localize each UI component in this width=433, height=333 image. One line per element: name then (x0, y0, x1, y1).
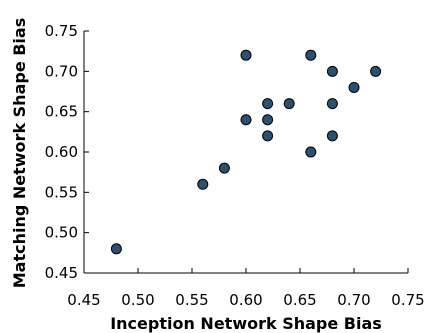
x-axis-title: Inception Network Shape Bias (110, 314, 382, 333)
data-point (326, 65, 338, 77)
x-tick-label: 0.45 (67, 291, 100, 309)
data-point (262, 98, 274, 110)
data-point (240, 114, 252, 126)
data-point (240, 49, 252, 61)
x-tick-label: 0.65 (283, 291, 316, 309)
x-tick-label: 0.60 (229, 291, 262, 309)
data-point (305, 49, 317, 61)
data-point (262, 114, 274, 126)
data-point (283, 98, 295, 110)
data-point (218, 162, 230, 174)
y-axis-title: Matching Network Shape Bias (10, 18, 29, 289)
x-ticks: 0.45 0.50 0.55 0.60 0.65 0.70 0.75 (67, 268, 425, 309)
x-tick-label: 0.75 (391, 291, 424, 309)
data-point (110, 243, 122, 255)
y-tick-label: 0.60 (45, 143, 78, 161)
data-point (305, 146, 317, 158)
y-tick-label: 0.75 (45, 22, 78, 40)
y-tick-label: 0.65 (45, 103, 78, 121)
y-tick-label: 0.70 (45, 62, 78, 80)
data-point (370, 65, 382, 77)
axes (83, 31, 408, 274)
data-point (326, 98, 338, 110)
data-point (348, 81, 360, 93)
y-ticks: 0.45 0.50 0.55 0.60 0.65 0.70 0.75 (45, 22, 89, 282)
x-tick-label: 0.55 (175, 291, 208, 309)
y-tick-label: 0.45 (45, 264, 78, 282)
data-point (262, 130, 274, 142)
data-point (197, 178, 209, 190)
y-tick-label: 0.55 (45, 183, 78, 201)
y-tick-label: 0.50 (45, 224, 78, 242)
x-tick-label: 0.50 (121, 291, 154, 309)
x-tick-label: 0.70 (337, 291, 370, 309)
data-points (110, 49, 382, 255)
data-point (326, 130, 338, 142)
